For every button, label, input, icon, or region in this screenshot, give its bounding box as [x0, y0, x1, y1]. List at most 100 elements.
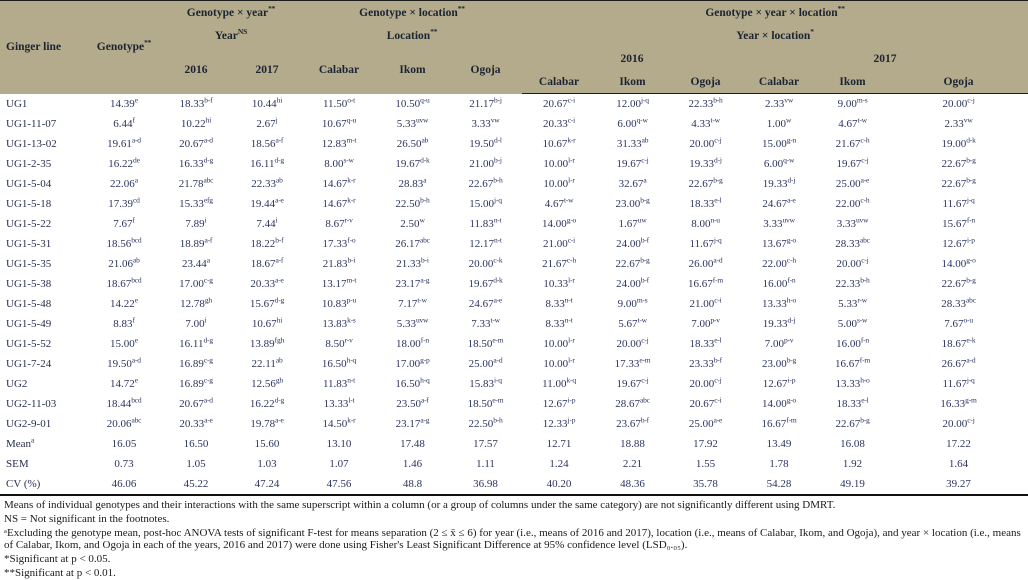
cell: 22.50b-h — [395, 195, 430, 210]
cell: 7.67f — [113, 215, 135, 230]
cell: 20.06abc — [106, 415, 142, 430]
cell: 22.33ab — [251, 175, 283, 190]
row-label: CV (%) — [0, 474, 88, 496]
cell: 3.33vw — [471, 115, 500, 130]
row-label: UG1-5-48 — [6, 298, 52, 310]
group-genotype-year-location: Genotype × year × location** — [522, 0, 1028, 24]
cell: 3.33uvw — [836, 215, 869, 230]
cell: 15.67f-n — [942, 215, 975, 230]
cell: 5.33r-w — [838, 295, 867, 310]
cell: 15.00g-n — [761, 135, 797, 150]
cell: 6.44f — [113, 115, 135, 130]
cell: 15.33efg — [179, 195, 213, 210]
row-label: UG2 — [6, 378, 28, 390]
cell: 23.67b-f — [616, 415, 649, 430]
row-label: UG1-2-35 — [6, 158, 52, 170]
table-row: UG1-5-22 7.67f 7.89i 7.44i 8.67r-v 2.50w 11.83… — [0, 214, 1028, 234]
cell: 20.67a-d — [179, 395, 213, 410]
cell: 22.00c-h — [762, 255, 796, 270]
cell: 1.55 — [695, 458, 716, 470]
cell: 19.50d-l — [469, 135, 502, 150]
cell: 8.00s-w — [324, 155, 354, 170]
cell: 22.67b-g — [941, 175, 976, 190]
table-row: UG1-11-07 6.44f 10.22hi 2.67j 10.67q-u 5.33uv… — [0, 114, 1028, 134]
cell: 19.67c-j — [616, 155, 649, 170]
cell: 19.50a-d — [107, 355, 141, 370]
cell: 22.33b-h — [835, 275, 870, 290]
cell: 48.36 — [596, 474, 670, 496]
cell: 19.67d-k — [395, 155, 430, 170]
cell: 8.33n-t — [545, 295, 573, 310]
row-label: UG1-11-07 — [6, 118, 57, 130]
col-header-2017: 2017 — [232, 47, 302, 94]
cell: 10.50q-u — [395, 95, 430, 110]
cell: 16.50h-q — [395, 375, 430, 390]
table-header: Ginger line Genotype** Genotype × year**… — [0, 0, 1028, 94]
cell: 7.33t-w — [471, 315, 500, 330]
cell: 26.17abc — [395, 235, 430, 250]
cell: 20.00c-j — [616, 335, 649, 350]
table-row: UG2-11-03 18.44bcd 20.67a-d 16.22d-g 13.33l-… — [0, 394, 1028, 414]
cell: 17.22 — [946, 438, 971, 450]
cell: 19.78a-e — [250, 415, 284, 430]
cell: 18.50e-m — [467, 395, 504, 410]
cell: 16.22de — [108, 155, 140, 170]
row-label: SEM — [6, 458, 29, 470]
cell: 16.50h-q — [321, 355, 357, 370]
cell: 23.17a-g — [395, 275, 430, 290]
cell: 1.92 — [842, 458, 863, 470]
row-label: UG1-5-38 — [6, 278, 52, 290]
cell: 17.57 — [473, 438, 498, 450]
cell: 24.67a-e — [468, 295, 503, 310]
row-label: UG1-5-22 — [6, 218, 52, 230]
cell: 18.89a-f — [179, 235, 213, 250]
table-row: UG1-5-48 14.22e 12.78gh 15.67d-g 10.83p-u 7.1… — [0, 294, 1028, 314]
cell: 13.67g-o — [761, 235, 797, 250]
footnote: ᵃExcluding the genotype mean, post-hoc A… — [4, 526, 1021, 552]
cell: 28.83a — [398, 175, 427, 190]
row-label: UG1-5-04 — [6, 178, 52, 190]
cell: 18.00f-n — [396, 335, 429, 350]
cell: 20.00c-j — [836, 255, 869, 270]
cell: 17.33f-o — [322, 235, 356, 250]
col-header-2016-ikom: Ikom — [596, 70, 670, 94]
cell: 18.33e-l — [689, 195, 722, 210]
cell: 7.67o-u — [944, 315, 973, 330]
cell: 21.17b-j — [469, 95, 502, 110]
cell: 12.56gh — [251, 375, 283, 390]
cell: 22.11ab — [251, 355, 283, 370]
table-row: UG1-7-24 19.50a-d 16.89c-g 22.11ab 16.50h-q 1… — [0, 354, 1028, 374]
group-genotype-location: Genotype × location** — [302, 0, 523, 24]
cell: 8.50r-v — [325, 335, 353, 350]
table-row: UG2 14.72e 16.89c-g 12.56gh 11.83n-t 16.50h-q… — [0, 374, 1028, 394]
cell: 48.8 — [376, 474, 449, 496]
cell: 10.00l-r — [543, 175, 575, 190]
cell: 1.11 — [476, 458, 495, 470]
cell: 11.50o-t — [322, 95, 356, 110]
cell: 10.44hi — [251, 95, 283, 110]
cell: 16.89c-g — [179, 355, 213, 370]
table-row: UG1-2-35 16.22de 16.33d-g 16.11d-g 8.00s-w 19… — [0, 154, 1028, 174]
group-genotype-year: Genotype × year** — [160, 0, 302, 24]
cell: 14.00g-o — [761, 395, 797, 410]
cell: 17.39cd — [108, 195, 140, 210]
cell: 24.67a-e — [762, 195, 796, 210]
cell: 21.67c-h — [835, 135, 870, 150]
cell: 9.00m-s — [837, 95, 868, 110]
cell: 12.78gh — [180, 295, 212, 310]
cell: 2.67j — [256, 115, 278, 130]
cell: 0.73 — [114, 458, 134, 470]
table-row: UG2-9-01 20.06abc 20.33a-e 19.78a-e 14.50k-r… — [0, 414, 1028, 434]
cell: 19.67c-j — [836, 155, 869, 170]
cell: 16.00f-n — [836, 335, 869, 350]
cell: 21.00c-i — [543, 235, 576, 250]
cell: 14.67k-r — [322, 175, 356, 190]
cell: 21.83b-i — [322, 255, 356, 270]
cell: 24.00b-f — [616, 275, 649, 290]
cell: 7.44i — [256, 215, 278, 230]
cell: 13.89fgh — [249, 335, 285, 350]
cell: 10.00l-r — [543, 355, 575, 370]
cell: 19.67d-k — [468, 275, 503, 290]
cell: 13.33l-t — [323, 395, 355, 410]
